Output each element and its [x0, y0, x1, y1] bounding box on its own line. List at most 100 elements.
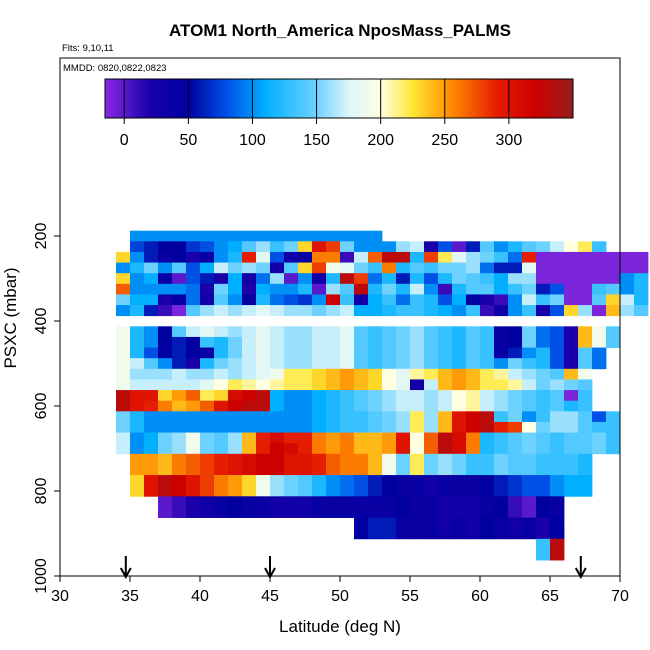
heatmap-cell — [270, 336, 285, 348]
heatmap-cell — [480, 485, 495, 497]
heatmap-cell — [536, 305, 551, 317]
heatmap-cell — [312, 464, 327, 476]
heatmap-cell — [144, 326, 159, 338]
colorbar-swatch — [219, 79, 222, 118]
heatmap-cell — [144, 305, 159, 317]
heatmap-cell — [410, 432, 425, 444]
heatmap-cell — [410, 400, 425, 412]
heatmap-cell — [200, 432, 215, 444]
x-tick-label: 70 — [611, 588, 629, 605]
heatmap-cell — [312, 432, 327, 444]
heatmap-cell — [606, 432, 621, 444]
heatmap-cell — [452, 421, 467, 433]
heatmap-cell — [284, 421, 299, 433]
heatmap-cell — [368, 496, 383, 508]
heatmap-cell — [452, 390, 467, 402]
heatmap-cell — [270, 230, 285, 242]
heatmap-cell — [508, 453, 523, 465]
heatmap-cell — [116, 400, 131, 412]
heatmap-cell — [312, 347, 327, 359]
heatmap-cell — [494, 421, 509, 433]
heatmap-cell — [144, 390, 159, 402]
colorbar-swatch — [343, 79, 346, 118]
heatmap-cell — [606, 262, 621, 274]
heatmap-cell — [522, 273, 537, 285]
heatmap-cell — [354, 251, 369, 263]
heatmap-cell — [256, 251, 271, 263]
heatmap-cell — [382, 262, 397, 274]
heatmap-cell — [438, 453, 453, 465]
heatmap-cell — [284, 411, 299, 423]
heatmap-cell — [410, 528, 425, 540]
colorbar-swatch — [243, 79, 246, 118]
heatmap-cell — [298, 379, 313, 391]
heatmap-cell — [312, 251, 327, 263]
heatmap-cell — [438, 326, 453, 338]
heatmap-cell — [536, 528, 551, 540]
heatmap-cell — [228, 347, 243, 359]
colorbar-swatch — [459, 79, 462, 118]
heatmap-cell — [326, 400, 341, 412]
heatmap-cell — [228, 230, 243, 242]
heatmap-cell — [116, 443, 131, 455]
colorbar-swatch — [397, 79, 400, 118]
heatmap-cell — [172, 347, 187, 359]
heatmap-cell — [256, 368, 271, 380]
heatmap-cell — [270, 379, 285, 391]
heatmap-cell — [326, 485, 341, 497]
colorbar-swatch — [221, 79, 224, 118]
colorbar-swatch — [155, 79, 158, 118]
heatmap-cell — [536, 517, 551, 529]
colorbar-swatch — [339, 79, 342, 118]
colorbar-swatch — [543, 79, 546, 118]
heatmap-cell — [144, 251, 159, 263]
colorbar-swatch — [495, 79, 498, 118]
heatmap-cell — [214, 379, 229, 391]
heatmap-cell — [158, 230, 173, 242]
heatmap-cell — [256, 294, 271, 306]
heatmap-cell — [452, 517, 467, 529]
heatmap-cell — [270, 432, 285, 444]
heatmap-cell — [508, 326, 523, 338]
heatmap-cell — [298, 294, 313, 306]
heatmap-cell — [606, 336, 621, 348]
heatmap-cell — [200, 294, 215, 306]
heatmap-cell — [564, 283, 579, 295]
heatmap-cell — [172, 336, 187, 348]
heatmap-cell — [536, 326, 551, 338]
heatmap-cell — [298, 432, 313, 444]
heatmap-cell — [396, 294, 411, 306]
heatmap-cell — [354, 506, 369, 518]
heatmap-cell — [550, 283, 565, 295]
y-tick-label: 1000 — [33, 558, 50, 594]
colorbar-swatch — [541, 79, 544, 118]
heatmap-cell — [592, 283, 607, 295]
heatmap-cell — [466, 421, 481, 433]
colorbar-swatch — [445, 79, 448, 118]
heatmap-cell — [424, 506, 439, 518]
heatmap-cell — [480, 528, 495, 540]
heatmap-cell — [550, 358, 565, 370]
heatmap-cell — [410, 443, 425, 455]
colorbar-tick-label: 300 — [496, 132, 523, 149]
heatmap-cell — [242, 432, 257, 444]
colorbar-swatch — [253, 79, 256, 118]
heatmap-cell — [354, 283, 369, 295]
heatmap-cell — [116, 347, 131, 359]
heatmap-cell — [340, 421, 355, 433]
colorbar-swatch — [171, 79, 174, 118]
heatmap-cell — [354, 453, 369, 465]
heatmap-cell — [158, 251, 173, 263]
heatmap-cell — [536, 421, 551, 433]
heatmap-cell — [424, 294, 439, 306]
heatmap-cell — [158, 262, 173, 274]
heatmap-cell — [494, 453, 509, 465]
heatmap-cell — [522, 528, 537, 540]
colorbar-swatch — [491, 79, 494, 118]
heatmap-cell — [256, 400, 271, 412]
heatmap-cell — [214, 485, 229, 497]
heatmap-cell — [144, 453, 159, 465]
heatmap-cell — [354, 496, 369, 508]
heatmap-cell — [550, 485, 565, 497]
heatmap-cell — [536, 400, 551, 412]
